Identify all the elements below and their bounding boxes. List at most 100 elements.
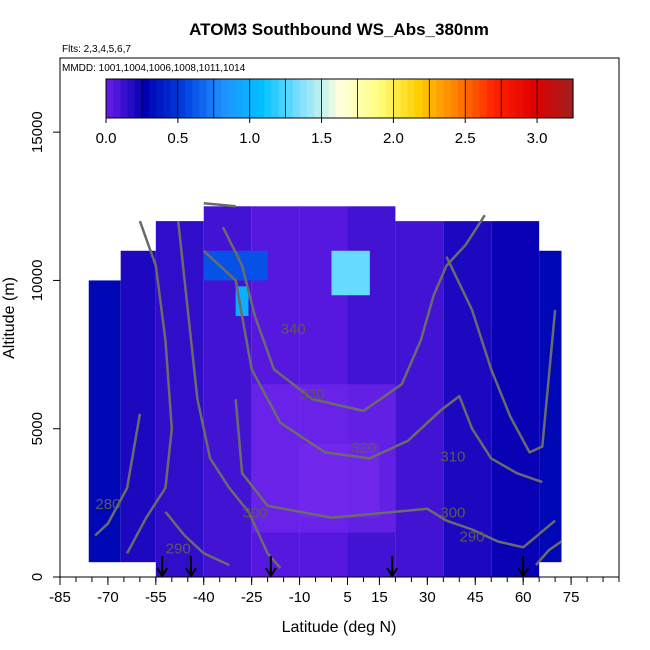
colorbar-swatch-60 [537,79,545,118]
contour-label-6: 290 [166,540,191,557]
y-tick-label-2: 10000 [29,260,46,302]
colorbar-swatch-8 [163,79,172,118]
heat-cell-0 [88,280,121,563]
colorbar-swatch-41 [400,79,409,118]
x-tick-label-1: -70 [97,589,119,606]
y-axis-label: Altitude (m) [1,277,18,359]
contour-label-8: 280 [95,496,120,513]
chart-title: ATOM3 Southbound WS_Abs_380nm [189,20,489,39]
x-tick-label-9: 45 [467,589,484,606]
colorbar-swatch-5 [141,79,150,118]
x-axis-label: Latitude (deg N) [282,619,397,636]
flight-arrow-4 [517,556,530,578]
colorbar-swatch-44 [422,79,430,118]
flight-arrow-1 [185,556,197,578]
colorbar-swatch-56 [508,79,517,118]
y-tick-label-0: 0 [29,573,46,581]
heat-cell-2 [155,221,204,577]
colorbar-swatch-15 [213,79,222,118]
colorbar-swatch-38 [379,79,387,118]
colorbar-tick-label-2: 1.0 [239,130,260,147]
colorbar-tick-label-0: 0.0 [96,130,117,147]
colorbar-swatch-35 [357,79,366,118]
heat-cell-9 [491,221,540,577]
contour-layer: 340 330 320 310 300 300 290 290 280 [94,202,563,569]
colorbar-swatch-7 [156,79,165,118]
colorbar-swatch-33 [343,79,351,118]
colorbar-swatch-30 [321,79,330,118]
colorbar-swatch-20 [249,79,258,118]
colorbar-swatch-36 [364,79,373,118]
colorbar-swatch-9 [170,79,179,118]
contour-line-5 [94,413,142,537]
flight-arrow-0 [156,556,169,578]
colorbar-swatch-26 [292,79,301,118]
colorbar-tick-label-3: 1.5 [311,130,332,147]
contour-line-3 [202,249,543,484]
heatmap-layer [88,206,562,578]
arrow-layer [156,556,530,578]
contour-label-1: 330 [300,386,325,403]
colorbar-swatch-25 [285,79,294,118]
colorbar-swatch-18 [235,79,244,118]
flight-arrow-2 [264,556,277,578]
contour-label-2: 320 [351,439,376,456]
heat-core-1 [299,443,380,518]
y-axis: 0 5000 10000 15000 [29,111,60,581]
contour-label-4: 300 [242,505,267,522]
colorbar-swatch-53 [486,79,495,118]
colorbar-swatch-63 [558,79,567,118]
colorbar-swatch-45 [429,79,438,118]
colorbar-swatch-29 [314,79,323,118]
contour-label-7: 290 [460,528,485,545]
colorbar-swatch-62 [551,79,560,118]
colorbar-swatch-11 [185,79,193,118]
colorbar-swatch-10 [177,79,186,118]
contour-line-4 [234,398,556,549]
flights-note: Flts: 2,3,4,5,6,7 [62,44,131,55]
heat-highlight-0 [331,250,370,296]
x-tick-label-5: -10 [289,589,311,606]
colorbar-tick-label-5: 2.5 [455,130,476,147]
heat-cell-7 [395,221,444,577]
colorbar-swatch-12 [192,79,200,118]
x-tick-label-7: 15 [371,589,388,606]
x-tick-label-4: -25 [241,589,263,606]
colorbar-swatch-19 [242,79,251,118]
x-tick-label-8: 30 [419,589,436,606]
colorbar-swatch-4 [134,79,143,118]
plot-frame [59,57,620,578]
heat-cell-8 [443,221,492,577]
colorbar-swatch-21 [256,79,265,118]
colorbar-swatch-54 [493,79,502,118]
colorbar-swatch-32 [335,79,344,118]
colorbar-swatch-23 [271,79,280,118]
contour-line-9 [534,540,563,566]
x-tick-label-10: 60 [515,589,532,606]
colorbar-frame [105,78,574,119]
colorbar-swatch-47 [443,79,452,118]
dates-note: MMDD: 1001,1004,1006,1008,1011,1014 [62,63,246,74]
colorbar-swatch-48 [450,79,459,118]
colorbar-swatch-57 [515,79,524,118]
colorbar-tick-label-1: 0.5 [167,130,188,147]
heat-cell-1 [120,250,156,563]
colorbar-swatch-50 [465,79,474,118]
colorbar-swatch-17 [228,79,236,118]
x-tick-label-0: -85 [49,589,71,606]
colorbar-swatch-64 [565,79,574,118]
x-tick-label-3: -40 [193,589,215,606]
heat-cell-10 [539,250,562,563]
colorbar-swatch-16 [220,79,229,118]
flight-arrow-3 [386,556,399,578]
x-tick-label-11: 75 [563,589,580,606]
heat-highlight-2 [203,250,268,281]
colorbar-swatch-49 [458,79,466,118]
contour-line-6 [164,511,230,567]
contour-line-0 [125,220,174,554]
colorbar-swatch-31 [328,79,337,118]
colorbar-swatch-59 [529,79,538,118]
colorbar-swatch-52 [479,79,488,118]
contour-label-3: 310 [440,448,465,465]
contour-line-1 [176,220,282,569]
